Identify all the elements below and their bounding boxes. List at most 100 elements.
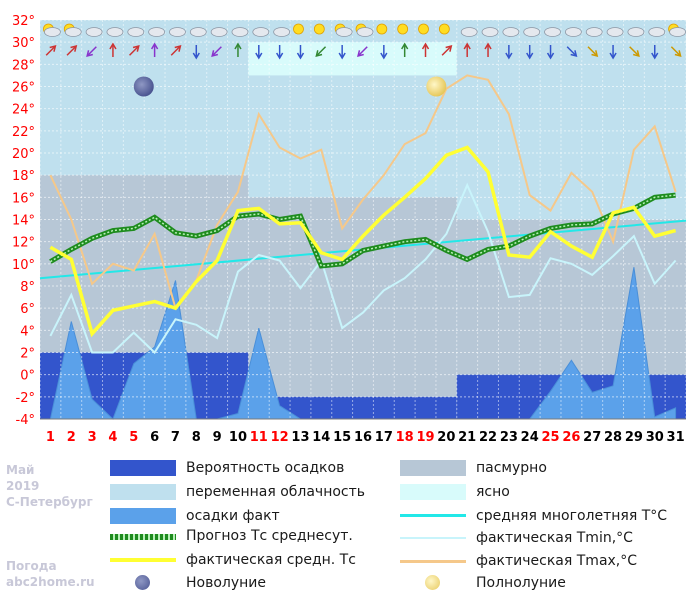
x-tick-label: 22	[479, 430, 497, 445]
x-tick-label: 27	[583, 430, 601, 445]
wind-arrow-icon	[66, 45, 78, 56]
tmax-series	[49, 74, 677, 311]
x-tick-label: 30	[646, 430, 664, 445]
x-tick-label: 11	[250, 430, 268, 445]
y-tick-label: 26°	[12, 81, 35, 96]
sun-shape	[438, 23, 450, 35]
cloud-icon	[189, 27, 207, 37]
y-axis-tick-labels: 32° 30° 28° 26° 24° 22° 20° 18° 16° 14° 12° 10° 8° 6°…	[12, 14, 35, 428]
wind-arrow-icon	[150, 42, 159, 57]
legend-label-clear: ясно	[476, 484, 510, 500]
legend-swatch-tmin	[400, 537, 466, 539]
cloud-icon	[231, 27, 249, 37]
sun-shape	[418, 23, 429, 35]
wind-arrow-row	[45, 42, 682, 60]
cloud-shape	[127, 27, 145, 37]
credit-site-label: abc2home.ru	[6, 575, 95, 589]
wind-arrow-shaft	[629, 46, 639, 56]
wind-arrow-icon	[401, 42, 409, 57]
wind-arrow-head	[570, 50, 578, 57]
legend-label-norm: средняя многолетняя Т°С	[476, 508, 668, 524]
cloud-shape	[564, 27, 582, 37]
cloud-icon	[169, 27, 186, 37]
legend-label-precip-fact: осадки факт	[186, 508, 280, 524]
x-tick-label: 15	[333, 430, 351, 445]
y-tick-label: 30°	[12, 36, 35, 51]
wind-arrow-head	[463, 42, 471, 50]
y-tick-label: -2°	[16, 391, 35, 406]
x-tick-label: 1	[46, 430, 55, 445]
cloud-icon	[627, 27, 645, 37]
full-moon-marker	[426, 76, 447, 97]
x-tick-label: 9	[213, 430, 222, 445]
wind-arrow-head	[174, 45, 182, 52]
cloud-shape	[502, 27, 520, 37]
y-tick-label: 28°	[12, 58, 35, 73]
x-tick-label: 5	[129, 430, 138, 445]
wind-arrow-icon	[192, 45, 200, 60]
cloud-shape	[189, 27, 207, 37]
wind-arrow-shaft	[45, 46, 56, 56]
wind-arrow-shaft	[441, 46, 452, 56]
y-tick-label: 22°	[12, 125, 35, 140]
cloud-shape	[648, 27, 666, 37]
cloud-icon	[210, 27, 228, 37]
sun-cloud-icon	[334, 23, 353, 37]
cloud-shape	[356, 27, 374, 37]
legend-label-forecast: Прогноз Тс среднесут.	[186, 528, 353, 544]
wind-arrow-head	[380, 52, 388, 60]
grid-lines	[39, 19, 687, 420]
sun-icon	[397, 23, 409, 35]
legend-label-precip-prob: Вероятность осадков	[186, 460, 345, 476]
wind-arrow-icon	[357, 46, 368, 57]
legend-swatch-precip-prob	[110, 460, 176, 476]
cloud-shape	[669, 27, 686, 37]
wind-arrow-head	[315, 50, 323, 57]
year-label: 2019	[6, 479, 40, 493]
sun-shape	[313, 23, 325, 35]
cloud-shape	[627, 27, 645, 37]
wind-arrow-head	[591, 50, 599, 57]
sun-cloud-icon	[43, 23, 61, 37]
x-tick-label: 26	[562, 430, 580, 445]
wind-arrow-icon	[45, 45, 57, 56]
wind-arrow-icon	[380, 45, 388, 60]
wind-arrow-head	[674, 50, 682, 57]
wind-arrow-icon	[315, 46, 327, 57]
credit-label: Погода	[6, 559, 57, 573]
wind-arrow-shaft	[316, 46, 327, 56]
wind-arrow-shaft	[566, 46, 577, 56]
wind-arrow-icon	[670, 46, 682, 57]
weather-icon-row	[43, 23, 686, 37]
legend-swatch-fact-mean	[110, 558, 176, 562]
wind-arrow-head	[357, 50, 364, 57]
x-tick-label: 29	[625, 430, 643, 445]
cloud-shape	[64, 27, 82, 37]
x-tick-label: 25	[542, 430, 560, 445]
x-tick-label: 23	[500, 430, 518, 445]
wind-arrow-shaft	[587, 46, 597, 56]
wind-arrow-shaft	[670, 46, 681, 56]
x-tick-label: 13	[291, 430, 309, 445]
cloud-shape	[481, 27, 499, 37]
cloud-icon	[648, 27, 666, 37]
cloud-shape	[335, 27, 353, 37]
cloud-icon	[106, 27, 124, 37]
x-tick-label: 7	[171, 430, 180, 445]
wind-arrow-shaft	[212, 46, 222, 56]
x-tick-label: 31	[667, 430, 685, 445]
legend-swatch-forecast	[110, 534, 176, 540]
y-tick-label: 32°	[12, 14, 35, 29]
x-tick-label: 17	[375, 430, 393, 445]
wind-arrow-head	[192, 52, 200, 60]
sun-shape	[376, 23, 388, 35]
x-tick-label: 10	[229, 430, 247, 445]
cloud-icon	[273, 27, 291, 37]
cloud-icon	[127, 27, 145, 37]
wind-arrow-icon	[338, 45, 346, 60]
tmin-series	[49, 182, 677, 355]
wind-arrow-head	[150, 42, 159, 50]
y-tick-label: 18°	[12, 169, 35, 184]
sun-cloud-icon	[63, 23, 82, 37]
